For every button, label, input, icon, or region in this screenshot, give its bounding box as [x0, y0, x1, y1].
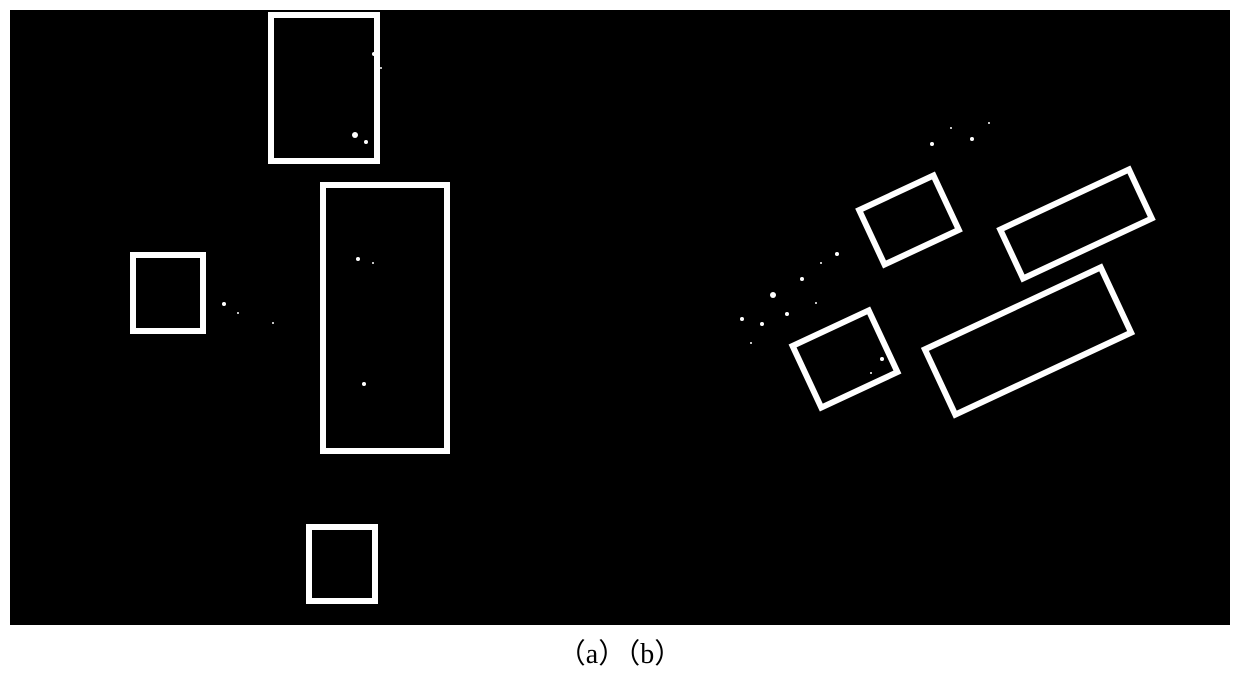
speckle-b-14 [870, 372, 872, 374]
panel-b [620, 12, 1228, 623]
bbox-b-0 [855, 171, 963, 268]
speckle-b-2 [970, 137, 974, 141]
panel-a [12, 12, 620, 623]
speckle-b-11 [740, 317, 744, 321]
bbox-a-3 [306, 524, 378, 604]
speckle-b-6 [760, 322, 764, 326]
speckle-a-1 [380, 67, 382, 69]
speckle-a-4 [356, 257, 360, 261]
speckle-b-0 [930, 142, 934, 146]
speckle-a-9 [272, 322, 274, 324]
bbox-b-3 [921, 263, 1135, 418]
bbox-a-1 [320, 182, 450, 454]
bbox-b-2 [789, 306, 902, 411]
speckle-a-0 [372, 52, 376, 56]
figure-container [10, 10, 1230, 625]
speckle-b-3 [988, 122, 990, 124]
speckle-b-7 [800, 277, 804, 281]
speckle-a-6 [362, 382, 366, 386]
bbox-a-2 [130, 252, 206, 334]
caption-a: （a） [558, 639, 626, 670]
speckle-b-9 [835, 252, 839, 256]
speckle-b-1 [950, 127, 952, 129]
speckle-a-8 [237, 312, 239, 314]
speckle-b-4 [770, 292, 776, 298]
speckle-a-5 [372, 262, 374, 264]
speckle-b-10 [750, 342, 752, 344]
speckle-b-13 [880, 357, 884, 361]
speckle-a-3 [364, 140, 368, 144]
speckle-a-7 [222, 302, 226, 306]
speckle-a-2 [352, 132, 358, 138]
speckle-b-8 [820, 262, 822, 264]
caption-b: （b） [626, 639, 682, 670]
speckle-b-5 [785, 312, 789, 316]
speckle-b-12 [815, 302, 817, 304]
bbox-b-1 [996, 166, 1155, 283]
figure-caption: （a）（b） [0, 632, 1240, 672]
